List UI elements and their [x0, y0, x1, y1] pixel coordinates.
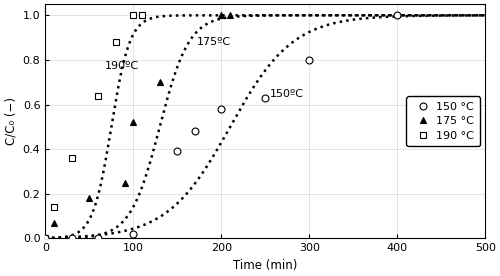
X-axis label: Time (min): Time (min) — [233, 259, 298, 272]
Text: 175ºC: 175ºC — [196, 36, 231, 47]
Y-axis label: C/C₀ (−): C/C₀ (−) — [4, 97, 17, 145]
Text: 190ºC: 190ºC — [105, 61, 140, 71]
Text: 150ºC: 150ºC — [270, 89, 304, 99]
Legend: 150 °C, 175 °C, 190 °C: 150 °C, 175 °C, 190 °C — [406, 96, 480, 146]
